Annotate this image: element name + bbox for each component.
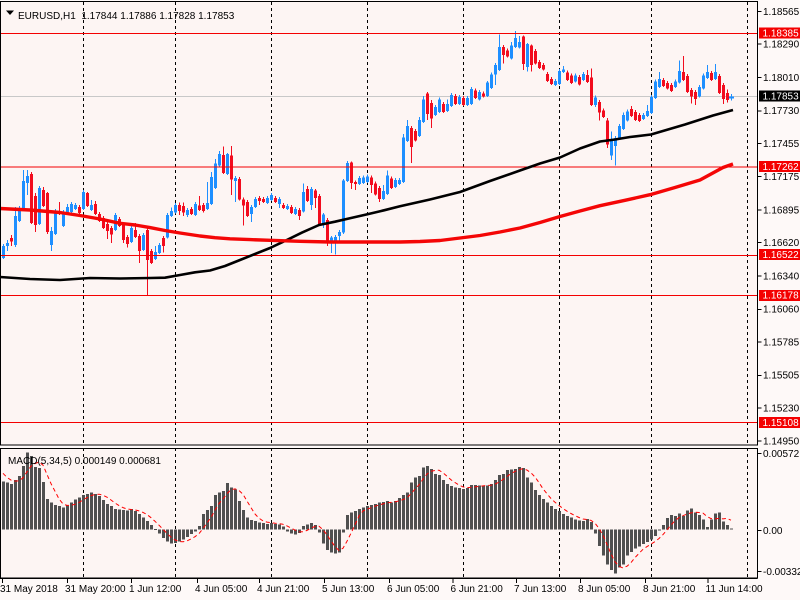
svg-text:1.16178: 1.16178 (763, 291, 800, 302)
svg-text:7 Jun 13:00: 7 Jun 13:00 (514, 584, 567, 595)
svg-text:1.18385: 1.18385 (763, 28, 800, 39)
svg-text:1.17262: 1.17262 (763, 162, 800, 173)
svg-text:1.16895: 1.16895 (763, 205, 800, 216)
svg-text:1.16522: 1.16522 (763, 250, 800, 261)
svg-text:0.00: 0.00 (763, 526, 783, 537)
svg-text:4 Jun 05:00: 4 Jun 05:00 (195, 584, 248, 595)
svg-text:1.18565: 1.18565 (763, 7, 800, 18)
svg-text:1.15785: 1.15785 (763, 337, 800, 348)
svg-text:-0.003328: -0.003328 (763, 567, 800, 578)
svg-text:1.18290: 1.18290 (763, 40, 800, 51)
svg-text:1.15230: 1.15230 (763, 403, 800, 414)
svg-text:31 May 20:00: 31 May 20:00 (65, 584, 126, 595)
svg-text:1.16620: 1.16620 (763, 238, 800, 249)
svg-text:11 Jun 14:00: 11 Jun 14:00 (706, 584, 764, 595)
svg-text:MACD(5,34,5) 0.000149 0.000681: MACD(5,34,5) 0.000149 0.000681 (8, 456, 161, 467)
svg-text:1.17730: 1.17730 (763, 106, 800, 117)
svg-text:5 Jun 13:00: 5 Jun 13:00 (322, 584, 375, 595)
svg-text:1.17853: 1.17853 (763, 92, 800, 103)
svg-text:1.18010: 1.18010 (763, 73, 800, 84)
svg-text:1.16060: 1.16060 (763, 305, 800, 316)
svg-text:EURUSD,H1 1.17844 1.17886 1.1: EURUSD,H1 1.17844 1.17886 1.17828 1.1785… (18, 11, 235, 22)
svg-text:4 Jun 21:00: 4 Jun 21:00 (257, 584, 310, 595)
svg-text:31 May 2018: 31 May 2018 (0, 584, 58, 595)
svg-text:1.15108: 1.15108 (763, 418, 800, 429)
svg-text:6 Jun 05:00: 6 Jun 05:00 (387, 584, 440, 595)
svg-text:8 Jun 05:00: 8 Jun 05:00 (578, 584, 631, 595)
svg-text:6 Jun 21:00: 6 Jun 21:00 (451, 584, 504, 595)
svg-text:1.15505: 1.15505 (763, 371, 800, 382)
svg-text:1.17455: 1.17455 (763, 139, 800, 150)
svg-text:1.14950: 1.14950 (763, 437, 800, 448)
svg-text:8 Jun 21:00: 8 Jun 21:00 (643, 584, 696, 595)
svg-text:0.00572: 0.00572 (763, 449, 800, 460)
svg-text:1.17175: 1.17175 (763, 172, 800, 183)
svg-text:1 Jun 12:00: 1 Jun 12:00 (129, 584, 182, 595)
svg-text:1.16340: 1.16340 (763, 271, 800, 282)
